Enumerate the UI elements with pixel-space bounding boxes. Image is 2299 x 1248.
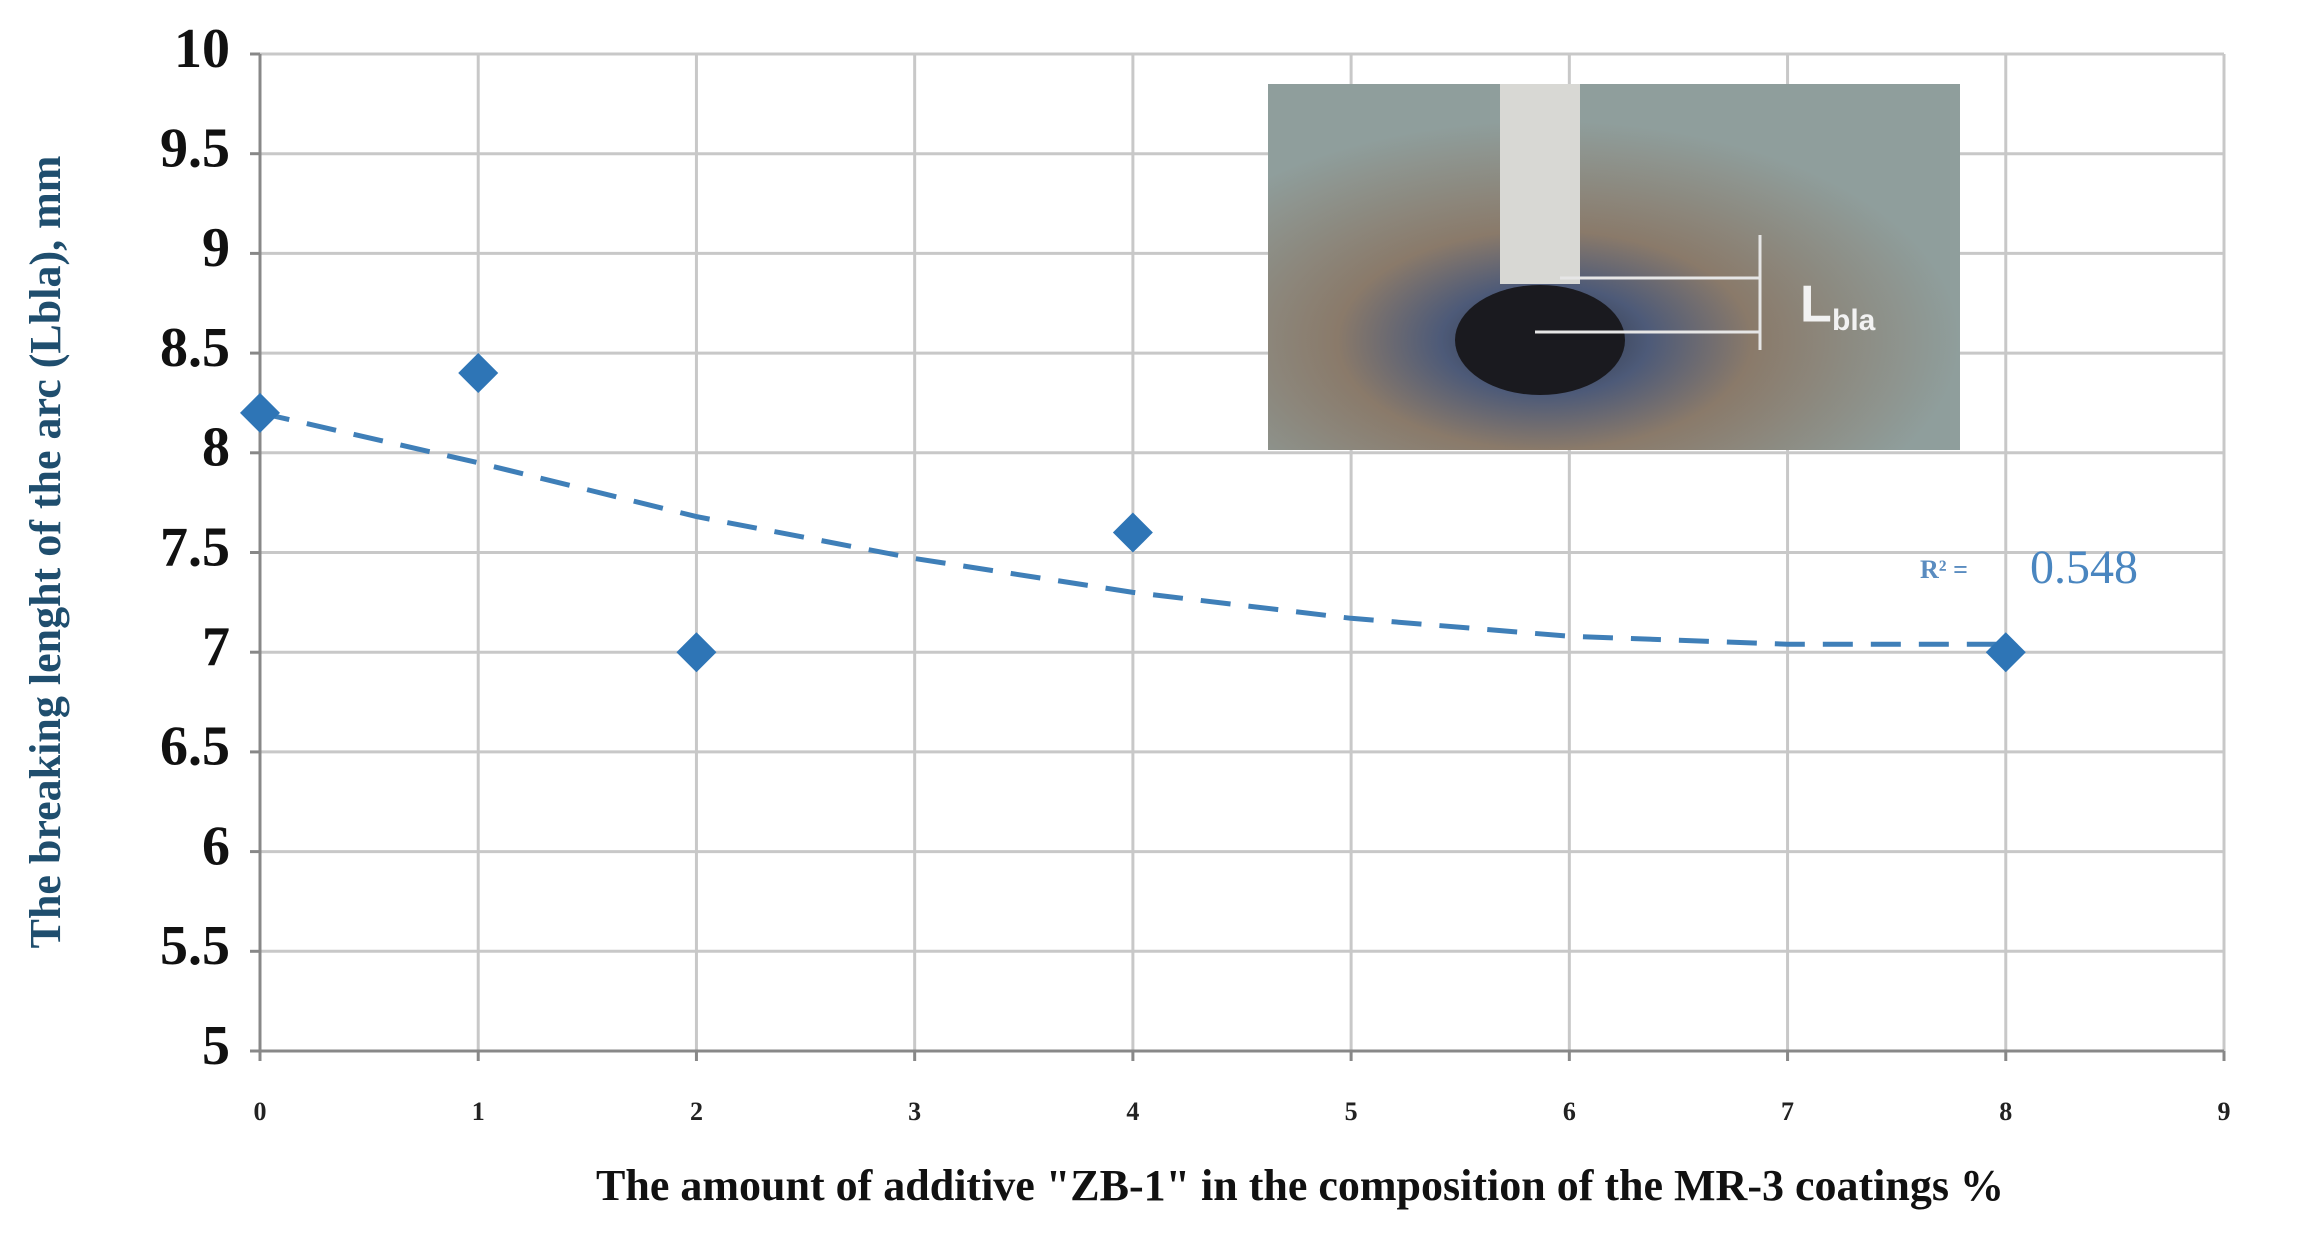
- trendline: [259, 410, 2006, 647]
- data-point: [676, 632, 717, 673]
- y-tick-label: 6.5: [160, 716, 230, 778]
- x-tick-label: 8: [1999, 1097, 2012, 1126]
- y-tick-label: 5: [202, 1015, 230, 1077]
- data-point: [1112, 512, 1153, 553]
- y-tick-label: 7: [202, 616, 230, 678]
- y-tick-label: 8.5: [160, 317, 230, 379]
- data-point: [458, 353, 499, 394]
- y-axis-title: The breaking lenght of the arc (Lbla), m…: [21, 156, 70, 949]
- data-point: [240, 392, 280, 433]
- y-tick-label: 8: [202, 417, 230, 479]
- y-tick-label: 7.5: [160, 516, 230, 578]
- weld-pool: [1455, 285, 1625, 395]
- inset-photo: L bla: [1268, 84, 1960, 450]
- x-tick-label: 4: [1126, 1097, 1139, 1126]
- x-tick-label: 5: [1345, 1097, 1358, 1126]
- x-tick-label: 0: [254, 1097, 267, 1126]
- r-squared-value: 0.548: [2030, 541, 2138, 594]
- y-tick-label: 9.5: [160, 118, 230, 180]
- y-tick-label: 5.5: [160, 915, 230, 977]
- photo-background: [1268, 84, 1960, 450]
- x-tick-label: 6: [1563, 1097, 1576, 1126]
- y-tick-label: 9: [202, 217, 230, 279]
- electrode: [1500, 84, 1580, 284]
- x-tick-label: 2: [690, 1097, 703, 1126]
- x-axis-title: The amount of additive "ZB-1" in the com…: [596, 1161, 2004, 1210]
- data-point: [1985, 632, 2026, 673]
- x-tick-label: 1: [472, 1097, 485, 1126]
- r-squared-label: R² =: [1920, 555, 1968, 584]
- inset-label: L: [1800, 276, 1832, 334]
- x-tick-label: 7: [1781, 1097, 1794, 1126]
- x-tick-label: 9: [2218, 1097, 2231, 1126]
- y-tick-label: 10: [174, 18, 230, 80]
- y-tick-label: 6: [202, 815, 230, 877]
- x-tick-label: 3: [908, 1097, 921, 1126]
- inset-label-sub: bla: [1832, 304, 1876, 337]
